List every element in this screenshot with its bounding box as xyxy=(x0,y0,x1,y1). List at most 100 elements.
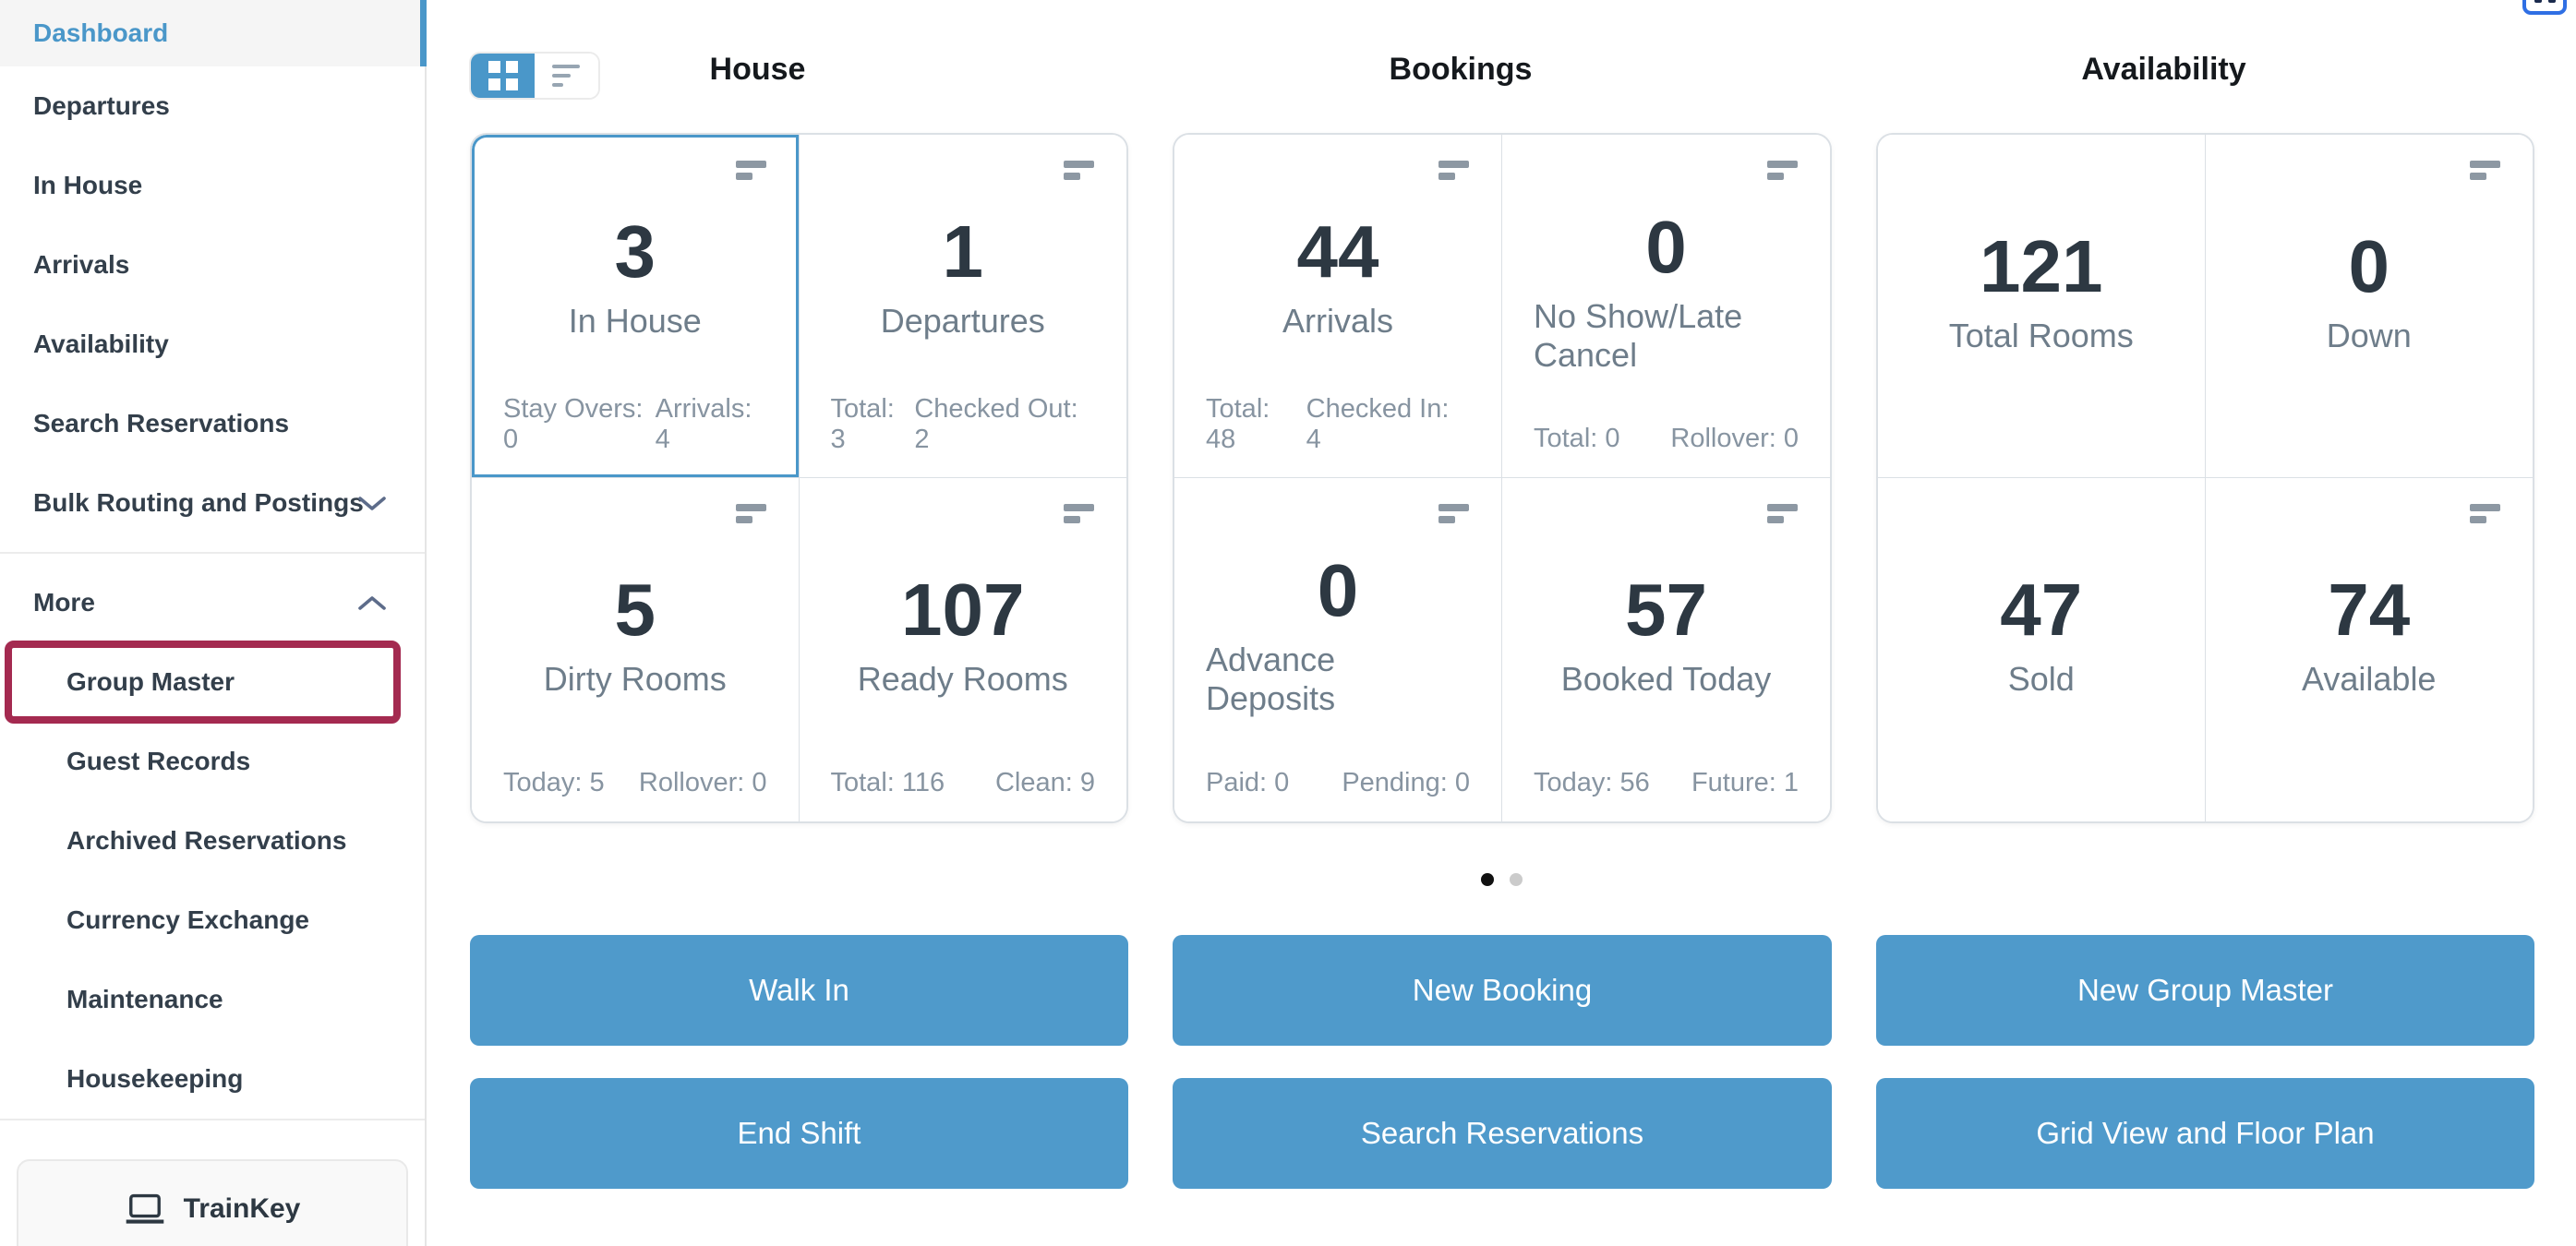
card-substat-future: Future: 1 xyxy=(1691,768,1799,797)
card-substat-checked-in: Checked In: 4 xyxy=(1306,394,1450,454)
button-label: Grid View and Floor Plan xyxy=(2036,1116,2375,1150)
sidebar-item-label: Group Master xyxy=(66,667,235,696)
sidebar-item-more[interactable]: More xyxy=(0,563,425,642)
list-view-toggle[interactable] xyxy=(535,54,598,98)
stat-card-advance-deposits[interactable]: 0 Advance Deposits Paid: 0 Pending: 0 xyxy=(1174,478,1502,821)
card-substat-rollover: Rollover: 0 xyxy=(638,768,767,797)
stat-card-total-rooms[interactable]: 121 Total Rooms xyxy=(1878,135,2206,478)
trainkey-label: TrainKey xyxy=(183,1193,301,1224)
card-label: Dirty Rooms xyxy=(543,660,727,698)
column-header-bookings: Bookings xyxy=(1389,52,1533,87)
card-center: 44 Arrivals xyxy=(1206,161,1470,394)
stat-card-no-show-late-cancel[interactable]: 0 No Show/Late Cancel Total: 0 Rollover: 0 xyxy=(1502,135,1830,478)
stat-card-booked-today[interactable]: 57 Booked Today Today: 56 Future: 1 xyxy=(1502,478,1830,821)
card-substat-total: Total: 0 xyxy=(1534,424,1620,453)
new-booking-button[interactable]: New Booking xyxy=(1173,935,1832,1046)
button-label: New Group Master xyxy=(2077,973,2333,1007)
card-substat-stay-overs: Stay Overs: 0 xyxy=(503,394,644,454)
card-label: Departures xyxy=(880,301,1045,340)
card-substats: Stay Overs: 0 Arrivals: 4 xyxy=(503,394,767,455)
stat-card-available[interactable]: 74 Available xyxy=(2205,478,2533,821)
card-substats xyxy=(1909,768,2173,799)
card-menu-icon[interactable] xyxy=(1767,161,1799,180)
card-center: 0 Down xyxy=(2237,161,2502,424)
stat-card-down[interactable]: 0 Down xyxy=(2205,135,2533,478)
card-center: 5 Dirty Rooms xyxy=(503,504,767,768)
new-group-master-button[interactable]: New Group Master xyxy=(1876,935,2534,1046)
column-header-availability: Availability xyxy=(2081,52,2246,87)
card-label: Ready Rooms xyxy=(857,660,1068,698)
walk-in-button[interactable]: Walk In xyxy=(470,935,1128,1046)
chevron-down-icon xyxy=(358,496,386,511)
card-menu-icon[interactable] xyxy=(735,161,767,180)
card-substats: Today: 56 Future: 1 xyxy=(1534,768,1799,799)
sidebar-item-archived-reservations[interactable]: Archived Reservations xyxy=(0,801,425,881)
card-menu-icon[interactable] xyxy=(1767,504,1799,523)
sidebar-item-departures[interactable]: Departures xyxy=(0,66,425,146)
card-substat-total: Total: 48 xyxy=(1206,394,1270,454)
card-center: 0 No Show/Late Cancel xyxy=(1534,161,1799,424)
grid-view-toggle[interactable] xyxy=(471,54,535,98)
card-substat-today: Today: 5 xyxy=(503,768,605,797)
card-substats: Today: 5 Rollover: 0 xyxy=(503,768,767,799)
end-shift-button[interactable]: End Shift xyxy=(470,1078,1128,1189)
stat-card-in-house[interactable]: 3 In House Stay Overs: 0 Arrivals: 4 xyxy=(472,135,800,478)
sidebar-item-label: Arrivals xyxy=(33,250,130,279)
stat-card-ready-rooms[interactable]: 107 Ready Rooms Total: 116 Clean: 9 xyxy=(799,478,1126,821)
sidebar-item-label: Currency Exchange xyxy=(66,905,309,934)
column-header-house: House xyxy=(709,52,806,87)
stat-card-dirty-rooms[interactable]: 5 Dirty Rooms Today: 5 Rollover: 0 xyxy=(472,478,800,821)
card-label: Down xyxy=(2326,316,2412,354)
card-substat-total: Total: 3 xyxy=(830,394,895,454)
sidebar-item-search-reservations[interactable]: Search Reservations xyxy=(0,384,425,463)
card-substats: Total: 0 Rollover: 0 xyxy=(1534,424,1799,455)
card-menu-icon[interactable] xyxy=(1064,161,1095,180)
sidebar-item-label: Maintenance xyxy=(66,985,223,1013)
chevron-up-icon xyxy=(358,595,386,611)
card-group-house: 3 In House Stay Overs: 0 Arrivals: 4 1 Depart… xyxy=(470,133,1128,823)
grid-view-and-floor-plan-button[interactable]: Grid View and Floor Plan xyxy=(1876,1078,2534,1189)
stat-card-departures[interactable]: 1 Departures Total: 3 Checked Out: 2 xyxy=(799,135,1126,478)
card-menu-icon[interactable] xyxy=(1438,161,1470,180)
card-value: 47 xyxy=(2000,569,2083,651)
stat-card-arrivals[interactable]: 44 Arrivals Total: 48 Checked In: 4 xyxy=(1174,135,1502,478)
card-label: Sold xyxy=(2007,660,2075,698)
card-label: In House xyxy=(568,301,702,340)
stat-card-sold[interactable]: 47 Sold xyxy=(1878,478,2206,821)
partial-pill-button[interactable] xyxy=(2522,0,2567,15)
card-label: No Show/Late Cancel xyxy=(1534,296,1743,374)
sidebar-item-maintenance[interactable]: Maintenance xyxy=(0,960,425,1039)
sidebar-item-label: Availability xyxy=(33,329,169,358)
card-center: 57 Booked Today xyxy=(1534,504,1799,768)
card-substats: Paid: 0 Pending: 0 xyxy=(1206,768,1470,799)
sidebar-item-arrivals[interactable]: Arrivals xyxy=(0,225,425,305)
card-menu-icon[interactable] xyxy=(735,504,767,523)
sidebar-item-availability[interactable]: Availability xyxy=(0,305,425,384)
carousel-dot-active[interactable] xyxy=(1480,873,1494,886)
card-value: 74 xyxy=(2328,569,2411,651)
card-center: 3 In House xyxy=(503,161,767,394)
sidebar-item-housekeeping[interactable]: Housekeeping xyxy=(0,1039,425,1119)
card-menu-icon[interactable] xyxy=(2470,161,2501,180)
card-substat-total: Total: 116 xyxy=(830,768,945,797)
card-center: 121 Total Rooms xyxy=(1909,161,2173,424)
search-reservations-button[interactable]: Search Reservations xyxy=(1173,1078,1832,1189)
trainkey-button[interactable]: TrainKey xyxy=(17,1159,408,1246)
sidebar-item-dashboard[interactable]: Dashboard xyxy=(0,0,427,66)
card-value: 121 xyxy=(1980,224,2103,307)
card-value: 1 xyxy=(942,210,984,293)
card-label: Advance Deposits xyxy=(1206,641,1336,717)
card-label: Arrivals xyxy=(1282,301,1393,340)
card-menu-icon[interactable] xyxy=(1438,504,1470,523)
sidebar-item-in-house[interactable]: In House xyxy=(0,146,425,225)
carousel-dot[interactable] xyxy=(1509,873,1523,886)
card-menu-icon[interactable] xyxy=(2470,504,2501,523)
sidebar-item-currency-exchange[interactable]: Currency Exchange xyxy=(0,881,425,960)
sidebar-items: Dashboard Departures In House Arrivals Avail… xyxy=(0,0,427,1119)
sidebar-item-group-master[interactable]: Group Master xyxy=(0,642,425,722)
card-menu-icon[interactable] xyxy=(1064,504,1095,523)
sidebar-item-guest-records[interactable]: Guest Records xyxy=(0,722,425,801)
sidebar-item-label: Bulk Routing and Postings xyxy=(33,488,364,517)
sidebar-item-bulk-routing-and-postings[interactable]: Bulk Routing and Postings xyxy=(0,463,425,543)
